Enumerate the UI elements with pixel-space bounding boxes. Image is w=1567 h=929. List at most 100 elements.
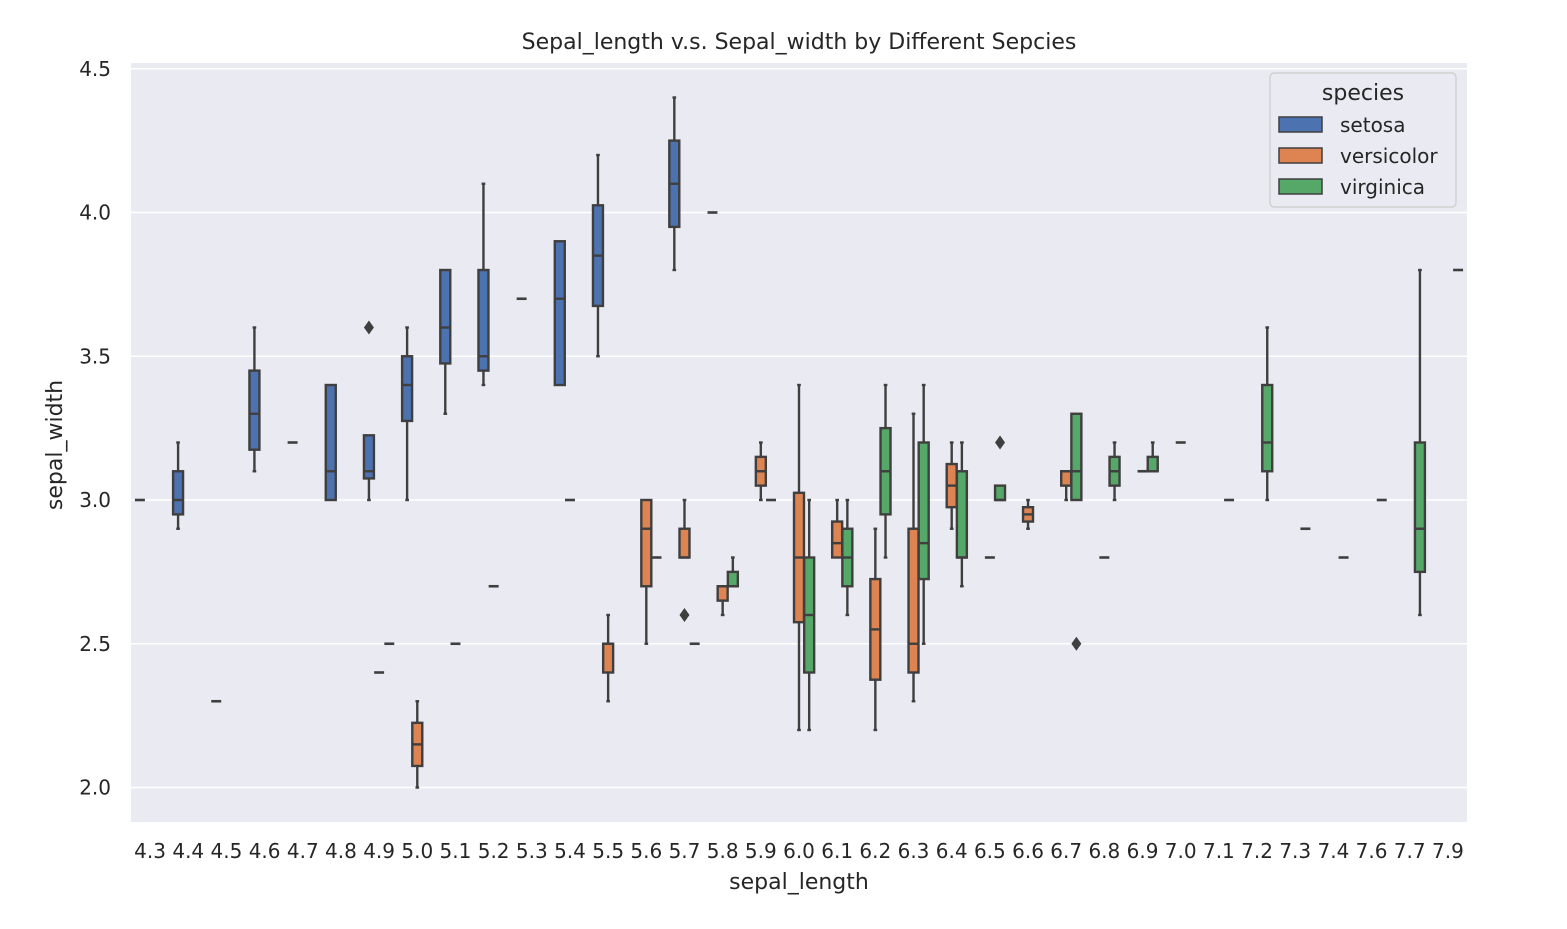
- box-virginica-7.2: [1261, 326, 1274, 502]
- y-tick-4.0: 4.0: [79, 201, 111, 225]
- iqr-box-setosa-4.9: [362, 434, 376, 480]
- box-versicolor-5.7: [678, 498, 691, 622]
- box-setosa-5.5: [591, 153, 605, 358]
- x-tick-4.4: 4.4: [172, 839, 204, 863]
- x-tick-6.1: 6.1: [821, 839, 853, 863]
- legend-swatch-versicolor: [1278, 147, 1323, 164]
- x-tick-6.8: 6.8: [1088, 839, 1120, 863]
- x-tick-5.3: 5.3: [516, 839, 548, 863]
- outlier-virginica-6.5-0: [995, 435, 1006, 450]
- y-tick-2.0: 2.0: [79, 776, 111, 800]
- box-virginica-6.7: [1070, 412, 1083, 651]
- box-versicolor-6.2: [869, 527, 882, 732]
- y-tick-labels: 2.0 2.5 3.0 3.5 4.0 4.5: [79, 57, 111, 800]
- outlier-virginica-6.7-0: [1071, 636, 1082, 651]
- y-tick-3.5: 3.5: [79, 344, 111, 368]
- box-virginica-6.8: [1108, 441, 1121, 502]
- iqr-box-versicolor-6.1: [830, 520, 844, 559]
- x-tick-7.6: 7.6: [1356, 839, 1388, 863]
- x-tick-4.9: 4.9: [363, 839, 395, 863]
- box-virginica-6.3: [917, 383, 930, 645]
- iqr-box-virginica-6.3: [917, 441, 930, 581]
- iqr-box-virginica-7.2: [1261, 383, 1274, 473]
- chart-title: Sepal_length v.s. Sepal_width by Differe…: [522, 30, 1077, 55]
- iqr-box-virginica-6.7: [1070, 412, 1083, 502]
- box-virginica-6.2: [879, 383, 892, 559]
- outlier-versicolor-5.7-0: [679, 608, 690, 622]
- iqr-box-setosa-5.0: [400, 355, 414, 423]
- x-tick-7.3: 7.3: [1279, 839, 1311, 863]
- legend-label-versicolor: versicolor: [1340, 144, 1438, 168]
- iqr-box-versicolor-5.6: [640, 498, 653, 588]
- iqr-box-setosa-4.4: [171, 470, 185, 516]
- x-tick-7.7: 7.7: [1394, 839, 1426, 863]
- iqr-box-versicolor-5.5: [601, 642, 615, 674]
- iqr-box-setosa-5.2: [477, 268, 490, 372]
- box-versicolor-5.8: [716, 585, 729, 617]
- legend-frame: [1269, 72, 1457, 208]
- y-tick-2.5: 2.5: [79, 632, 111, 656]
- x-tick-6.3: 6.3: [898, 839, 930, 863]
- box-virginica-7.7: [1413, 268, 1427, 617]
- x-tick-4.3: 4.3: [134, 839, 166, 863]
- x-tick-6.4: 6.4: [936, 839, 968, 863]
- box-setosa-5.1: [439, 268, 452, 415]
- x-tick-7.4: 7.4: [1317, 839, 1349, 863]
- box-series-layer: [134, 96, 1464, 789]
- box-setosa-4.9: [362, 320, 376, 502]
- x-tick-5.9: 5.9: [745, 839, 777, 863]
- box-versicolor-5.5: [601, 613, 615, 703]
- x-tick-4.6: 4.6: [249, 839, 281, 863]
- box-versicolor-6.3: [907, 412, 920, 703]
- iqr-box-virginica-7.7: [1413, 441, 1427, 574]
- x-tick-6.9: 6.9: [1127, 839, 1159, 863]
- legend-entry-versicolor: versicolor: [1278, 144, 1438, 168]
- x-tick-6.0: 6.0: [783, 839, 815, 863]
- x-tick-labels: 4.3 4.4 4.5 4.6 4.7 4.8 4.9 5.0 5.1 5.2 5.3 5.4 5.5 5…: [134, 839, 1464, 863]
- box-setosa-5.0: [400, 326, 414, 502]
- y-tick-4.5: 4.5: [79, 57, 111, 81]
- x-tick-4.5: 4.5: [211, 839, 243, 863]
- box-setosa-4.8: [324, 383, 337, 502]
- x-tick-5.6: 5.6: [630, 839, 662, 863]
- iqr-box-virginica-5.8: [726, 570, 740, 588]
- iqr-box-setosa-4.8: [324, 383, 337, 502]
- box-virginica-5.8: [726, 556, 740, 588]
- box-versicolor-6.4: [945, 441, 958, 530]
- iqr-box-virginica-6.4: [955, 470, 969, 559]
- legend-swatch-virginica: [1278, 178, 1323, 195]
- iqr-box-virginica-6.5: [993, 484, 1007, 502]
- box-virginica-6.9: [1146, 441, 1159, 473]
- x-tick-7.1: 7.1: [1203, 839, 1235, 863]
- box-setosa-5.2: [477, 182, 490, 387]
- box-versicolor-5.9: [754, 441, 768, 502]
- x-tick-7.0: 7.0: [1165, 839, 1197, 863]
- iqr-box-versicolor-6.7: [1060, 470, 1073, 487]
- x-tick-6.2: 6.2: [859, 839, 891, 863]
- x-axis-label: sepal_length: [729, 870, 869, 895]
- x-tick-6.5: 6.5: [974, 839, 1006, 863]
- box-versicolor-5.6: [640, 498, 653, 645]
- legend: species setosa versicolor virginica: [1269, 72, 1457, 208]
- x-tick-7.9: 7.9: [1432, 839, 1464, 863]
- x-tick-5.8: 5.8: [707, 839, 739, 863]
- iqr-box-versicolor-5.7: [678, 527, 691, 559]
- box-virginica-6.5: [993, 435, 1007, 502]
- x-tick-6.6: 6.6: [1012, 839, 1044, 863]
- x-tick-4.7: 4.7: [287, 839, 319, 863]
- legend-swatch-setosa: [1278, 116, 1323, 133]
- x-tick-5.5: 5.5: [592, 839, 624, 863]
- x-tick-5.7: 5.7: [669, 839, 701, 863]
- iqr-box-versicolor-6.3: [907, 527, 920, 674]
- box-setosa-5.7: [668, 96, 681, 272]
- box-versicolor-6.6: [1021, 498, 1035, 530]
- iqr-box-virginica-6.9: [1146, 455, 1159, 473]
- legend-label-virginica: virginica: [1340, 175, 1425, 199]
- x-tick-5.2: 5.2: [478, 839, 510, 863]
- y-tick-3.0: 3.0: [79, 488, 111, 512]
- x-tick-5.0: 5.0: [401, 839, 433, 863]
- x-tick-6.7: 6.7: [1050, 839, 1082, 863]
- box-setosa-4.4: [171, 441, 185, 530]
- iqr-box-versicolor-5.8: [716, 585, 729, 602]
